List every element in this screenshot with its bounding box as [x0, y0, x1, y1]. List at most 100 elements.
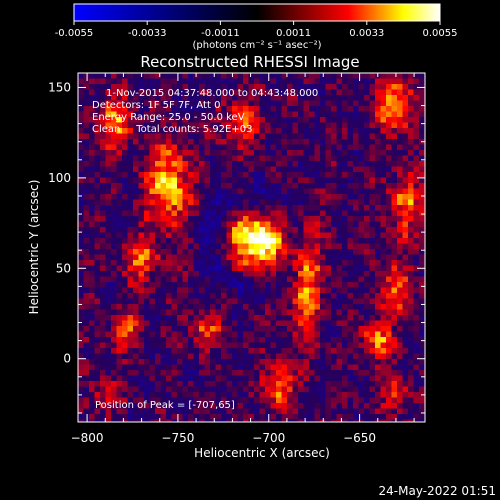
heatmap-cell [320, 243, 327, 250]
heatmap-cell [276, 106, 283, 113]
heatmap-cell [342, 243, 349, 250]
heatmap-cell [402, 232, 409, 239]
heatmap-cell [83, 243, 90, 250]
heatmap-cell [116, 309, 123, 316]
heatmap-cell [149, 161, 156, 168]
heatmap-cell [353, 403, 360, 410]
heatmap-cell [270, 128, 277, 135]
heatmap-cell [188, 381, 195, 388]
heatmap-cell [325, 331, 332, 338]
heatmap-cell [270, 293, 277, 300]
heatmap-cell [375, 117, 382, 124]
heatmap-cell [336, 221, 343, 228]
heatmap-cell [325, 89, 332, 96]
heatmap-cell [122, 89, 129, 96]
heatmap-cell [144, 188, 151, 195]
heatmap-cell [193, 84, 200, 91]
heatmap-cell [380, 386, 387, 393]
heatmap-cell [402, 381, 409, 388]
heatmap-cell [193, 238, 200, 245]
heatmap-cell [336, 293, 343, 300]
heatmap-cell [83, 238, 90, 245]
heatmap-cell [116, 194, 123, 201]
heatmap-cell [325, 309, 332, 316]
heatmap-cell [314, 293, 321, 300]
heatmap-cell [232, 364, 239, 371]
heatmap-cell [133, 100, 140, 107]
heatmap-cell [127, 106, 134, 113]
heatmap-cell [375, 78, 382, 85]
heatmap-cell [320, 84, 327, 91]
heatmap-cell [116, 128, 123, 135]
heatmap-cell [100, 172, 107, 179]
heatmap-cell [237, 128, 244, 135]
heatmap-cell [386, 337, 393, 344]
heatmap-cell [358, 392, 365, 399]
heatmap-cell [298, 320, 305, 327]
heatmap-cell [243, 298, 250, 305]
heatmap-cell [397, 271, 404, 278]
heatmap-cell [122, 166, 129, 173]
heatmap-cell [111, 375, 118, 382]
heatmap-cell [105, 315, 112, 322]
annotation-time-range: 1-Nov-2015 04:37:48.000 to 04:43:48.000 [106, 88, 318, 99]
heatmap-cell [83, 397, 90, 404]
heatmap-cell [391, 216, 398, 223]
heatmap-cell [210, 375, 217, 382]
heatmap-cell [331, 227, 338, 234]
heatmap-cell [138, 78, 145, 85]
heatmap-cell [408, 276, 415, 283]
heatmap-cell [166, 238, 173, 245]
heatmap-cell [166, 188, 173, 195]
colorbar-tick-label: 0.0033 [349, 28, 384, 39]
heatmap-cell [188, 199, 195, 206]
heatmap-cell [171, 155, 178, 162]
heatmap-cell [100, 238, 107, 245]
heatmap-cell [303, 150, 310, 157]
heatmap-cell [397, 370, 404, 377]
heatmap-cell [314, 386, 321, 393]
heatmap-cell [254, 282, 261, 289]
heatmap-cell [188, 403, 195, 410]
heatmap-cell [133, 84, 140, 91]
heatmap-cell [303, 221, 310, 228]
heatmap-cell [276, 238, 283, 245]
heatmap-cell [138, 254, 145, 261]
heatmap-cell [105, 419, 112, 422]
heatmap-cell [89, 73, 96, 80]
heatmap-cell [375, 139, 382, 146]
heatmap-cell [375, 232, 382, 239]
heatmap-cell [347, 331, 354, 338]
heatmap-cell [408, 216, 415, 223]
heatmap-cell [199, 375, 206, 382]
heatmap-cell [331, 183, 338, 190]
heatmap-cell [314, 315, 321, 322]
heatmap-cell [325, 353, 332, 360]
heatmap-cell [358, 348, 365, 355]
heatmap-cell [232, 271, 239, 278]
heatmap-cell [380, 194, 387, 201]
heatmap-cell [149, 232, 156, 239]
heatmap-cell [364, 89, 371, 96]
heatmap-cell [94, 282, 101, 289]
heatmap-cell [171, 221, 178, 228]
heatmap-cell [358, 408, 365, 415]
heatmap-cell [78, 282, 85, 289]
heatmap-cell [166, 331, 173, 338]
heatmap-cell [127, 243, 134, 250]
heatmap-cell [276, 414, 283, 421]
heatmap-cell [215, 117, 222, 124]
heatmap-cell [276, 78, 283, 85]
heatmap-cell [397, 144, 404, 151]
heatmap-cell [78, 414, 85, 421]
heatmap-cell [111, 205, 118, 212]
heatmap-cell [391, 111, 398, 118]
heatmap-cell [309, 304, 316, 311]
heatmap-cell [116, 155, 123, 162]
heatmap-cell [155, 271, 162, 278]
heatmap-cell [342, 271, 349, 278]
heatmap-cell [419, 177, 425, 184]
heatmap-cell [83, 89, 90, 96]
heatmap-cell [149, 155, 156, 162]
heatmap-cell [127, 194, 134, 201]
